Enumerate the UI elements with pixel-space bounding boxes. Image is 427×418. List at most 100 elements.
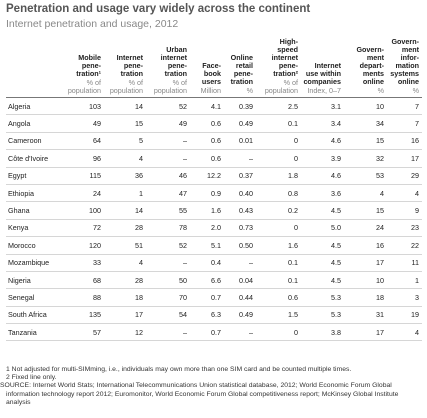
value-cell: 0.1 xyxy=(256,271,301,290)
value-cell: 11 xyxy=(387,254,422,272)
column-label: Mobile pene- tration¹ xyxy=(76,53,101,78)
value-cell: 46 xyxy=(146,167,190,185)
column-label: High- speed internet pene- tration² xyxy=(271,37,298,78)
value-cell: 32 xyxy=(344,149,387,168)
value-cell: 0.01 xyxy=(224,132,256,151)
column-unit: % xyxy=(246,86,253,95)
value-cell: 22 xyxy=(387,236,422,255)
value-cell: 51 xyxy=(104,236,146,255)
value-cell: 4.5 xyxy=(301,236,344,255)
value-cell: 29 xyxy=(387,167,422,185)
value-cell: 28 xyxy=(104,219,146,238)
value-cell: 55 xyxy=(146,201,190,220)
value-cell: 0.7 xyxy=(190,323,224,342)
value-cell: 103 xyxy=(64,97,104,116)
value-cell: 18 xyxy=(344,288,387,307)
table-row: Kenya 72 28 78 2.0 0.73 0 5.0 24 23 xyxy=(6,219,422,238)
value-cell: 36 xyxy=(104,167,146,185)
value-cell: 135 xyxy=(64,306,104,325)
value-cell: – xyxy=(224,323,256,342)
value-cell: 9 xyxy=(387,201,422,220)
value-cell: 28 xyxy=(104,271,146,290)
country-cell: Tanzania xyxy=(6,323,64,342)
footnotes: 1 Not adjusted for multi-SIMming, i.e., … xyxy=(0,366,421,407)
value-cell: 68 xyxy=(64,271,104,290)
table-row: Nigeria 68 28 50 6.6 0.04 0.1 4.5 10 1 xyxy=(6,271,422,290)
value-cell: 4 xyxy=(104,254,146,272)
country-cell: Kenya xyxy=(6,219,64,238)
column-unit: Million xyxy=(200,86,221,95)
value-cell: 4 xyxy=(104,149,146,168)
value-cell: 24 xyxy=(344,219,387,238)
value-cell: 4.1 xyxy=(190,97,224,116)
value-cell: 3.9 xyxy=(301,149,344,168)
header-row: Mobile pene- tration¹% of population Inte… xyxy=(6,38,422,98)
column-unit: % xyxy=(412,86,419,95)
value-cell: 0.6 xyxy=(256,288,301,307)
value-cell: 34 xyxy=(344,114,387,133)
value-cell: 4.6 xyxy=(301,132,344,151)
table-row: Morocco 120 51 52 5.1 0.50 1.6 4.5 16 22 xyxy=(6,236,422,255)
value-cell: 1.8 xyxy=(256,167,301,185)
footnote: 1 Not adjusted for multi-SIMming, i.e., … xyxy=(6,366,352,373)
value-cell: 4.6 xyxy=(301,167,344,185)
value-cell: 17 xyxy=(387,149,422,168)
value-cell: 0 xyxy=(256,219,301,238)
header-cell: Online retail pene- tration% xyxy=(224,38,256,98)
table-row: Ethiopia 24 1 47 0.9 0.40 0.8 3.6 4 4 xyxy=(6,184,422,203)
table-row: Côte d'Ivoire 96 4–0.6–0 3.9 32 17 xyxy=(6,149,422,168)
value-cell: 0.6 xyxy=(190,114,224,133)
value-cell: 15 xyxy=(344,132,387,151)
country-cell: Egypt xyxy=(6,167,64,185)
value-cell: 3.4 xyxy=(301,114,344,133)
value-cell: 5.3 xyxy=(301,288,344,307)
country-cell: South Africa xyxy=(6,306,64,325)
header-cell: Govern- ment depart- ments online% xyxy=(344,38,387,98)
value-cell: 14 xyxy=(104,201,146,220)
value-cell: 0.2 xyxy=(256,201,301,220)
value-cell: 0.8 xyxy=(256,184,301,203)
column-unit: % xyxy=(377,86,384,95)
value-cell: 10 xyxy=(344,271,387,290)
value-cell: 16 xyxy=(387,132,422,151)
value-cell: 0.43 xyxy=(224,201,256,220)
value-cell: 70 xyxy=(146,288,190,307)
value-cell: 0.6 xyxy=(190,149,224,168)
value-cell: 115 xyxy=(64,167,104,185)
country-cell: Ghana xyxy=(6,201,64,220)
country-cell: Côte d'Ivoire xyxy=(6,149,64,168)
header-cell: Face- book users Million xyxy=(190,38,224,98)
value-cell: 0.1 xyxy=(256,114,301,133)
header-cell: High- speed internet pene- tration²% of … xyxy=(256,38,301,98)
value-cell: 52 xyxy=(146,97,190,116)
value-cell: 4.5 xyxy=(301,254,344,272)
value-cell: 0.7 xyxy=(190,288,224,307)
value-cell: 15 xyxy=(104,114,146,133)
value-cell: 15 xyxy=(344,201,387,220)
value-cell: 6.3 xyxy=(190,306,224,325)
value-cell: 0.6 xyxy=(190,132,224,151)
table-row: Algeria 103 14 52 4.1 0.39 2.5 3.1 10 7 xyxy=(6,97,422,116)
value-cell: 4 xyxy=(387,184,422,203)
column-unit: % of population xyxy=(264,78,298,95)
value-cell: 0 xyxy=(256,149,301,168)
value-cell: 3.6 xyxy=(301,184,344,203)
value-cell: 49 xyxy=(146,114,190,133)
value-cell: 1.5 xyxy=(256,306,301,325)
value-cell: 14 xyxy=(104,97,146,116)
value-cell: 0.39 xyxy=(224,97,256,116)
value-cell: 6.6 xyxy=(190,271,224,290)
value-cell: 5.3 xyxy=(301,306,344,325)
value-cell: 3 xyxy=(387,288,422,307)
column-unit: % of population xyxy=(67,78,101,95)
column-unit: % of population xyxy=(109,78,143,95)
header-cell: Internet use within companies Index, 0–7 xyxy=(301,38,344,98)
value-cell: 1 xyxy=(104,184,146,203)
header-cell xyxy=(6,38,64,98)
value-cell: 3.1 xyxy=(301,97,344,116)
country-cell: Morocco xyxy=(6,236,64,255)
country-cell: Nigeria xyxy=(6,271,64,290)
value-cell: 1.6 xyxy=(256,236,301,255)
footnote: SOURCE: Internet World Stats; Internatio… xyxy=(0,382,399,406)
value-cell: 4 xyxy=(344,184,387,203)
